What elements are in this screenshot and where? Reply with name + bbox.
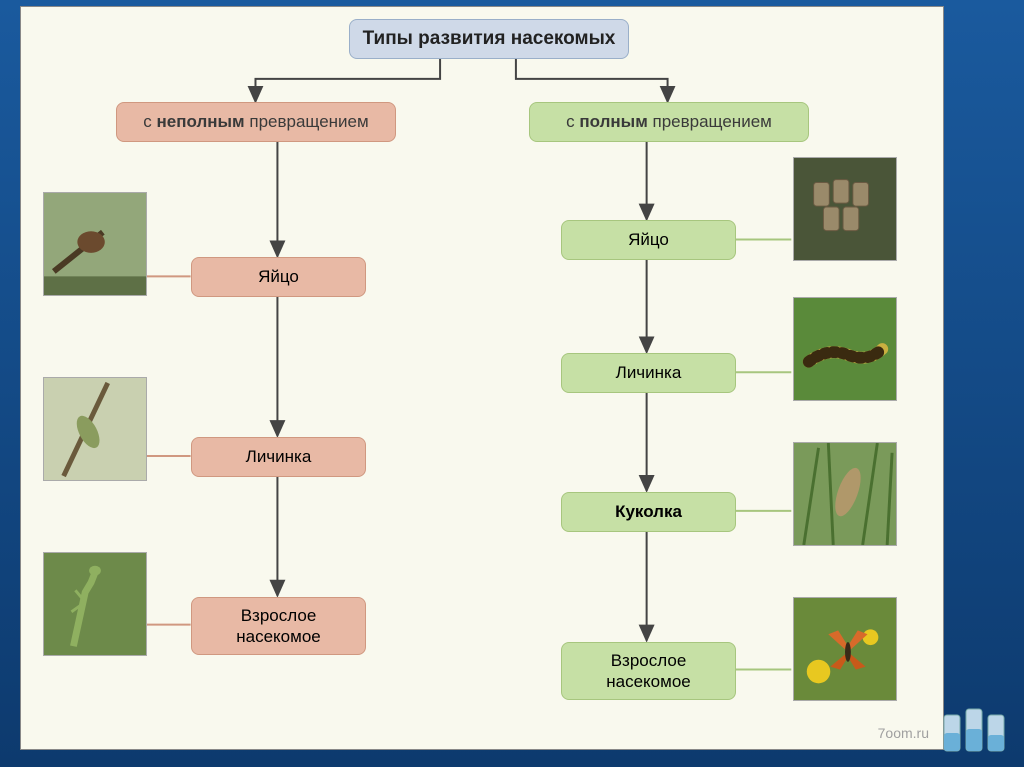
right-stage-pupa: Куколка bbox=[561, 492, 736, 532]
stage-label: Личинка bbox=[616, 362, 682, 383]
photo-right-adult bbox=[793, 597, 897, 701]
watermark: 7oom.ru bbox=[878, 725, 929, 741]
stage-label: Взрослое насекомое bbox=[200, 605, 357, 648]
beakers-icon bbox=[940, 697, 1012, 757]
photo-left-larva bbox=[43, 377, 147, 481]
right-stage-adult: Взрослое насекомое bbox=[561, 642, 736, 700]
diagram: Типы развития насекомых с неполным превр… bbox=[21, 7, 943, 749]
left-stage-larva: Личинка bbox=[191, 437, 366, 477]
left-branch-header: с неполным превращением bbox=[116, 102, 396, 142]
photo-left-egg bbox=[43, 192, 147, 296]
photo-right-egg bbox=[793, 157, 897, 261]
photo-right-larva bbox=[793, 297, 897, 401]
right-stage-larva: Личинка bbox=[561, 353, 736, 393]
left-stage-adult: Взрослое насекомое bbox=[191, 597, 366, 655]
right-header-text: с полным превращением bbox=[566, 111, 772, 132]
right-stage-egg: Яйцо bbox=[561, 220, 736, 260]
photo-left-adult bbox=[43, 552, 147, 656]
stage-label: Взрослое насекомое bbox=[570, 650, 727, 693]
stage-label: Личинка bbox=[246, 446, 312, 467]
left-stage-egg: Яйцо bbox=[191, 257, 366, 297]
stage-label: Яйцо bbox=[258, 266, 299, 287]
right-branch-header: с полным превращением bbox=[529, 102, 809, 142]
title-text: Типы развития насекомых bbox=[363, 27, 616, 51]
stage-label: Яйцо bbox=[628, 229, 669, 250]
content-panel: Типы развития насекомых с неполным превр… bbox=[20, 6, 944, 750]
photo-right-pupa bbox=[793, 442, 897, 546]
stage-label: Куколка bbox=[615, 501, 682, 522]
title-node: Типы развития насекомых bbox=[349, 19, 629, 59]
left-header-text: с неполным превращением bbox=[143, 111, 368, 132]
